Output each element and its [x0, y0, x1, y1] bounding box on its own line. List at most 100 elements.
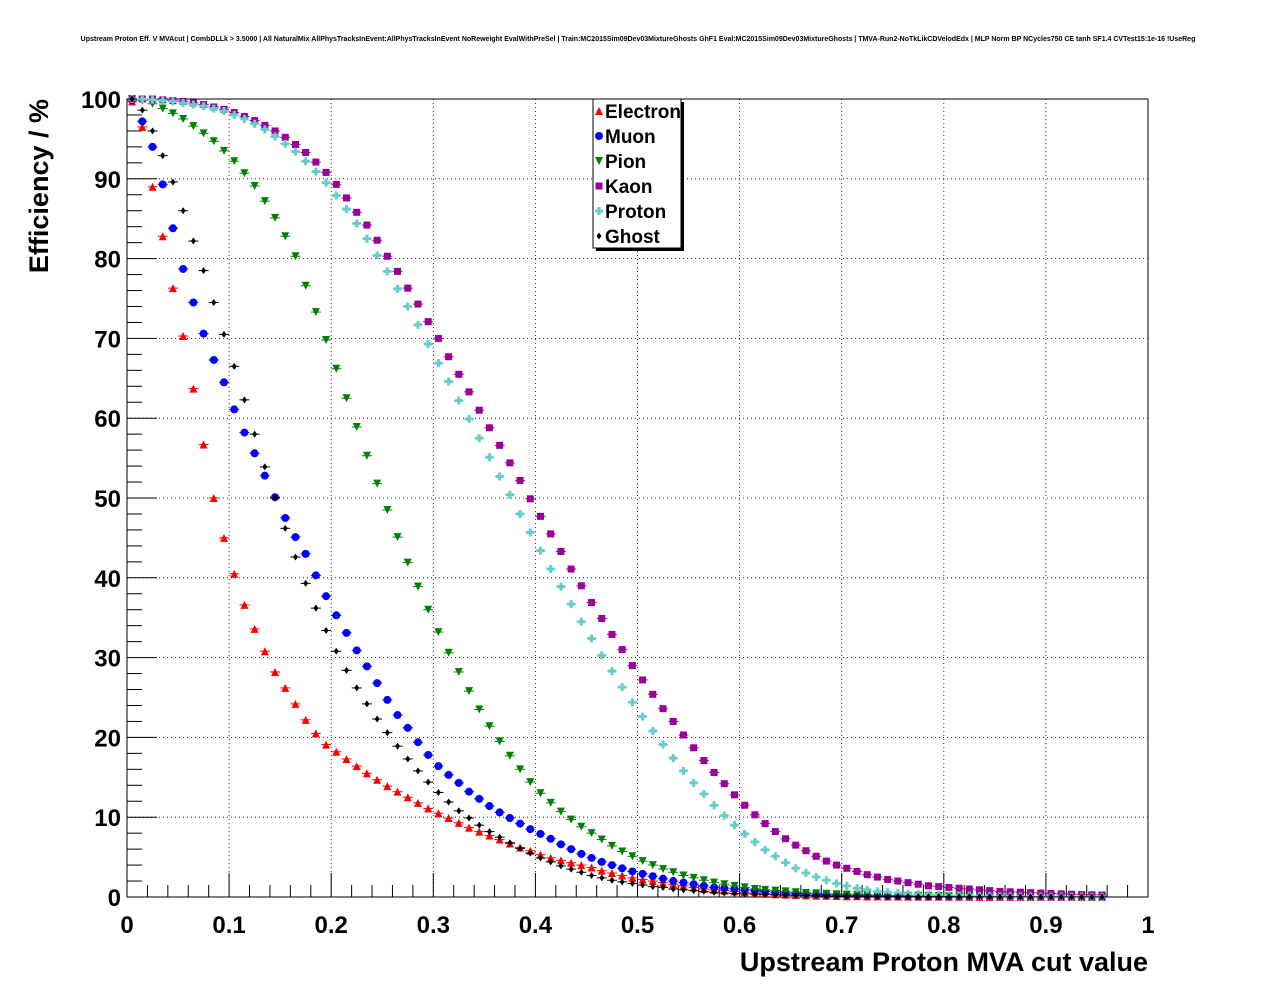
ghost-point — [925, 893, 931, 901]
ghost-point — [1017, 893, 1023, 901]
muon-point — [546, 834, 555, 843]
kaon-point — [332, 180, 340, 188]
muon-point — [209, 355, 218, 364]
ghost-point — [936, 893, 942, 901]
proton-point — [536, 546, 545, 555]
x-axis: 0 0.1 0.2 0.3 0.4 0.5 0.6 0.7 0.8 0.9 1 — [120, 873, 1155, 939]
electron-point — [373, 775, 382, 784]
proton-point — [669, 754, 678, 763]
kaon-point — [557, 547, 565, 555]
electron-point — [567, 858, 576, 867]
x-tick-label: 0.8 — [927, 912, 960, 939]
ghost-point — [517, 844, 523, 852]
ghost-point — [272, 494, 278, 502]
electron-point — [424, 804, 433, 813]
electron-point — [281, 683, 290, 692]
kaon-point — [291, 140, 299, 148]
ghost-point — [170, 178, 176, 186]
muon-point — [556, 840, 565, 849]
pion-point — [219, 146, 228, 155]
kaon-point — [271, 127, 279, 135]
electron-point — [465, 823, 474, 832]
muon-point — [607, 861, 616, 870]
ghost-point — [344, 666, 350, 674]
ghost-point — [1099, 893, 1105, 901]
x-tick-label: 0.1 — [212, 912, 245, 939]
proton-point — [424, 339, 433, 348]
muon-point — [373, 679, 382, 688]
proton-point — [219, 106, 228, 115]
ghost-point — [1048, 893, 1054, 901]
kaon-point — [547, 530, 555, 538]
ghost-point — [364, 700, 370, 708]
y-tick-label: 0 — [108, 885, 121, 912]
kaon-point — [455, 370, 463, 378]
proton-point — [444, 377, 453, 386]
ghost-point — [568, 865, 574, 873]
pion-point — [260, 197, 269, 206]
electron-point — [362, 769, 371, 778]
x-tick-label: 0.2 — [315, 912, 348, 939]
ghost-point — [252, 430, 258, 438]
legend-label-proton: Proton — [605, 202, 666, 223]
proton-point — [362, 234, 371, 243]
y-tick-label: 40 — [94, 566, 121, 593]
muon-point — [352, 646, 361, 655]
muon-point — [669, 877, 678, 886]
proton-point — [638, 712, 647, 721]
muon-point — [158, 180, 167, 189]
kaon-point — [741, 801, 749, 809]
kaon-point — [914, 880, 922, 888]
pion-point — [393, 533, 402, 542]
ghost-point — [476, 821, 482, 829]
proton-point — [618, 683, 627, 692]
muon-point — [342, 628, 351, 637]
ghost-point — [670, 885, 676, 893]
kaon-point — [965, 885, 973, 893]
proton-point — [863, 885, 872, 894]
pion-point — [710, 878, 719, 887]
proton-point — [853, 884, 862, 893]
y-tick-label: 70 — [94, 326, 121, 353]
proton-point — [403, 302, 412, 311]
electron-point — [393, 787, 402, 796]
proton-point — [597, 651, 606, 660]
ghost-point — [997, 893, 1003, 901]
proton-point — [801, 869, 810, 878]
muon-point — [710, 883, 719, 892]
kaon-point — [986, 887, 994, 895]
muon-point — [383, 695, 392, 704]
kaon-point — [945, 883, 953, 891]
pion-point — [373, 479, 382, 488]
muon-point — [291, 533, 300, 542]
ghost-point — [292, 553, 298, 561]
y-tick-label: 10 — [94, 805, 121, 832]
electron-point — [618, 871, 627, 880]
proton-point — [689, 778, 698, 787]
proton-point — [465, 414, 474, 423]
proton-point — [281, 139, 290, 148]
electron-point — [209, 494, 218, 502]
proton-point — [179, 98, 188, 107]
legend-label-muon: Muon — [605, 127, 656, 148]
pion-point — [424, 605, 433, 614]
electron-point — [485, 831, 494, 840]
legend-marker-proton — [595, 207, 603, 215]
muon-point — [699, 881, 708, 890]
kaon-point — [710, 769, 718, 777]
electron-point — [454, 818, 463, 827]
muon-point — [322, 592, 331, 601]
kaon-point — [516, 476, 524, 484]
muon-point — [475, 794, 484, 803]
proton-point — [526, 528, 535, 537]
x-tick-label: 0.9 — [1029, 912, 1062, 939]
pion-point — [556, 807, 565, 816]
muon-point — [179, 264, 188, 273]
y-tick-label: 50 — [94, 486, 121, 513]
pion-point — [322, 335, 331, 344]
proton-point — [158, 96, 167, 105]
ghost-point — [701, 887, 707, 895]
legend-box — [592, 98, 682, 249]
proton-point — [322, 178, 331, 187]
legend-label-kaon: Kaon — [605, 177, 653, 198]
